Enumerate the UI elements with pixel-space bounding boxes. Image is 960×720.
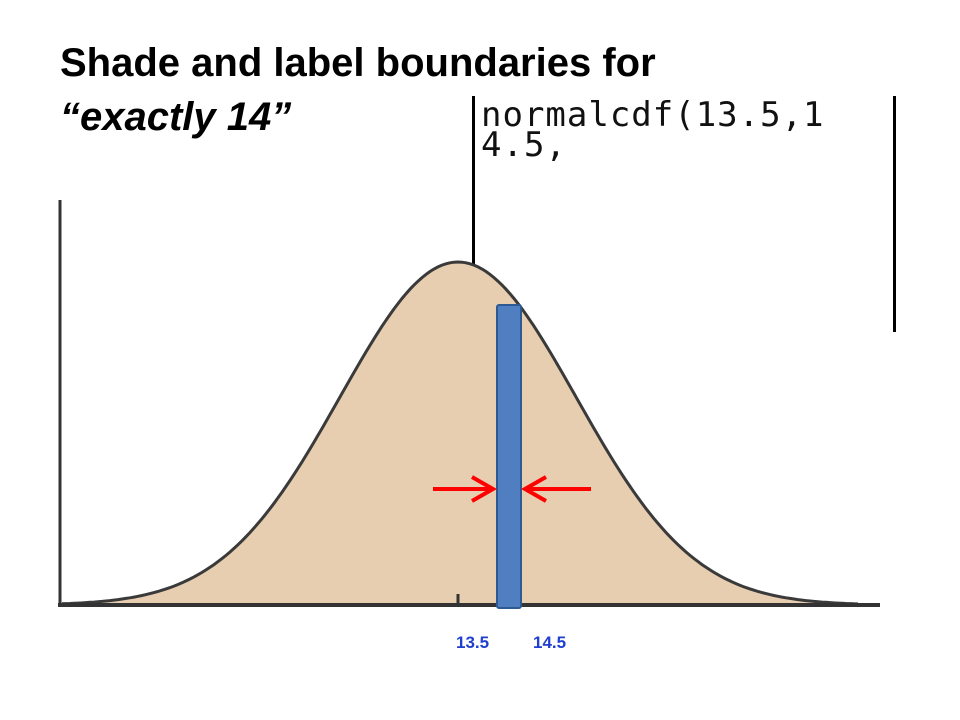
normal-curve [61, 260, 859, 606]
interval-bar [496, 304, 522, 609]
calculator-line-1: normalcdf(13.5,1 [481, 95, 825, 135]
calculator-line-2: 4.5, [481, 125, 567, 165]
title-line-1: Shade and label boundaries for [60, 41, 656, 85]
slide-title: Shade and label boundaries for “exactly … [60, 36, 656, 144]
calculator-screen: normalcdf(13.5,1 4.5, [472, 96, 896, 332]
arrow-right-icon [433, 475, 498, 503]
title-line-2: “exactly 14” [60, 95, 292, 139]
upper-boundary-label: 14.5 [533, 633, 567, 652]
normal-curve-area [62, 262, 858, 605]
lower-boundary-label: 13.5 [456, 633, 490, 652]
arrow-left-icon [520, 475, 591, 503]
